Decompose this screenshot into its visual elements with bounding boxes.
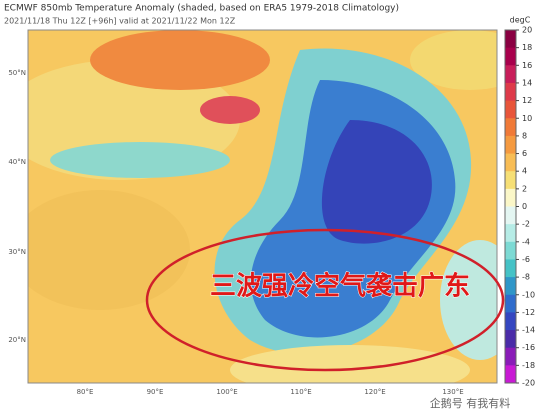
lat-label: 40°N <box>8 158 26 166</box>
colorbar-segment <box>505 330 516 349</box>
colorbar-segment <box>505 188 516 207</box>
colorbar-tick-label: 2 <box>522 184 527 193</box>
colorbar-segment <box>505 153 516 172</box>
axes-labels: 50°N 40°N 30°N 20°N 80°E 90°E 100°E 110°E 120°E 1… <box>8 69 463 396</box>
colorbar-tick-label: -10 <box>522 290 535 299</box>
colorbar-segment <box>505 365 516 384</box>
colorbar-tick-label: 20 <box>522 26 532 35</box>
colorbar-segment <box>505 30 516 49</box>
colorbar-segment <box>505 206 516 225</box>
colorbar-segment <box>505 47 516 66</box>
colorbar-tick-label: 16 <box>522 61 532 70</box>
lat-label: 20°N <box>8 336 26 344</box>
subtitle: 2021/11/18 Thu 12Z [+96h] valid at 2021/… <box>4 17 236 26</box>
colorbar-tick-label: -18 <box>522 361 535 370</box>
colorbar-tick-label: -8 <box>522 273 530 282</box>
colorbar-tick-label: 14 <box>522 78 532 87</box>
colorbar-segment <box>505 171 516 190</box>
colorbar-tick-label: -4 <box>522 237 530 246</box>
colorbar-tick-label: 18 <box>522 43 532 52</box>
colorbar-segment <box>505 294 516 313</box>
colorbar-tick-label: -6 <box>522 255 530 264</box>
colorbar-segment <box>505 312 516 331</box>
colorbar-tick-label: 6 <box>522 149 527 158</box>
colorbar-tick-label: 12 <box>522 96 532 105</box>
colorbar-segment <box>505 82 516 102</box>
colorbar-tick-label: -20 <box>522 379 535 388</box>
colorbar-segment <box>505 100 516 119</box>
anomaly-field <box>28 30 497 383</box>
lon-label: 90°E <box>147 388 164 396</box>
colorbar-tick-label: -16 <box>522 343 535 352</box>
colorbar-segment <box>505 65 516 84</box>
title: ECMWF 850mb Temperature Anomaly (shaded,… <box>4 4 399 14</box>
lon-label: 120°E <box>364 388 385 396</box>
colorbar: 20181614121086420-2-4-6-8-10-12-14-16-18… <box>504 16 535 388</box>
colorbar-segment <box>505 135 516 155</box>
colorbar-segment <box>505 241 516 260</box>
colorbar-tick-label: -2 <box>522 220 530 229</box>
lon-label: 80°E <box>77 388 94 396</box>
colorbar-tick-label: -14 <box>522 326 535 335</box>
colorbar-segment <box>505 277 516 296</box>
lon-label: 130°E <box>442 388 463 396</box>
lon-label: 110°E <box>290 388 311 396</box>
watermark: 企鹅号 有我有料 <box>430 396 511 410</box>
colorbar-segment <box>505 259 516 278</box>
highlight-ellipse <box>145 228 505 372</box>
lat-label: 50°N <box>8 69 26 77</box>
lat-label: 30°N <box>8 248 26 256</box>
colorbar-unit: degC <box>510 16 531 25</box>
colorbar-tick-label: 4 <box>522 167 527 176</box>
colorbar-segment <box>505 224 516 243</box>
colorbar-tick-label: 8 <box>522 131 527 140</box>
colorbar-tick-label: -12 <box>522 308 535 317</box>
colorbar-segment <box>505 118 516 137</box>
map-frame <box>27 29 498 384</box>
lon-label: 100°E <box>216 388 237 396</box>
colorbar-tick-label: 0 <box>522 202 527 211</box>
colorbar-tick-label: 10 <box>522 114 532 123</box>
headline: 三波强冷空气袭击广东 <box>210 271 470 302</box>
colorbar-segment <box>505 347 516 366</box>
